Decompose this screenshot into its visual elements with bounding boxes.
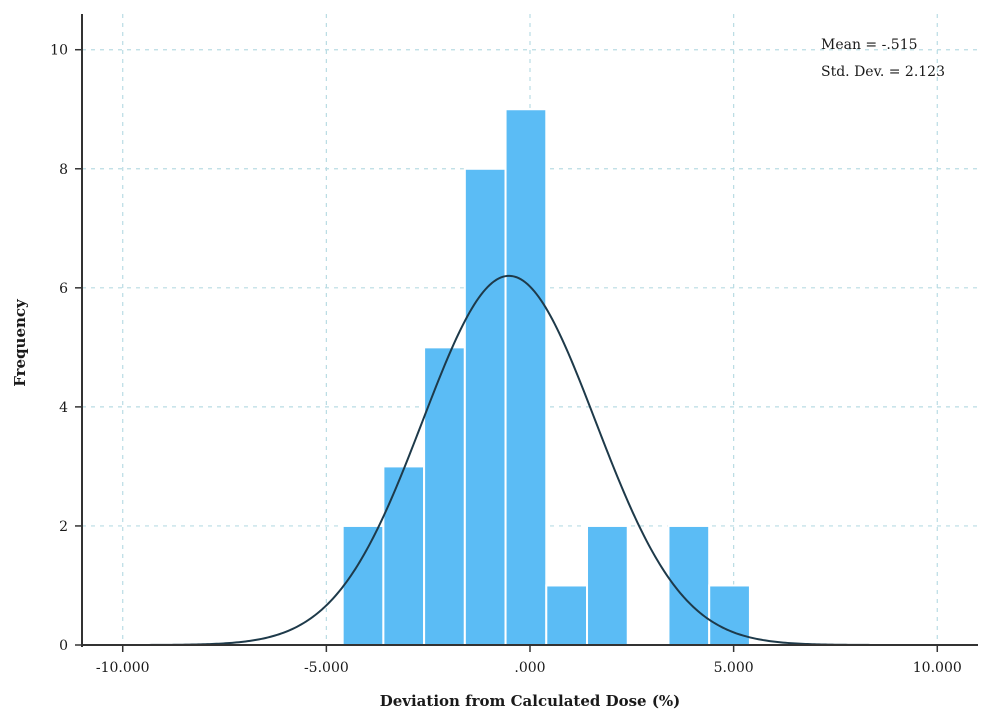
label-layer: Deviation from Calculated Dose (%) Frequ… [11,37,945,710]
bar-layer [341,108,751,647]
x-tick-label: -10.000 [96,660,150,676]
std-dev-label: Std. Dev. = 2.123 [821,64,945,80]
histogram-bar [545,584,589,646]
y-tick-label: 4 [59,400,68,416]
histogram-bar [463,167,507,646]
y-tick-label: 0 [59,638,68,654]
x-tick-label: .000 [514,660,545,676]
axis-layer: 0 2 4 6 8 10 -10.000 -5.000 .000 5.000 10.000 [50,14,978,676]
mean-label: Mean = -.515 [821,37,918,53]
y-tick-label: 10 [50,43,68,59]
histogram-bar [423,346,466,646]
y-axis-title: Frequency [11,298,29,387]
y-tick-label: 2 [59,519,68,535]
histogram-bar [504,108,548,646]
histogram-bar [586,524,629,647]
histogram-bar [382,465,426,646]
x-tick-label: -5.000 [304,660,349,676]
y-tick-label: 6 [59,281,68,297]
x-axis-title: Deviation from Calculated Dose (%) [380,692,681,710]
x-tick-label: 10.000 [913,660,962,676]
histogram-bar [341,524,385,647]
y-tick-label: 8 [59,162,68,178]
x-tick-label: 5.000 [714,660,754,676]
